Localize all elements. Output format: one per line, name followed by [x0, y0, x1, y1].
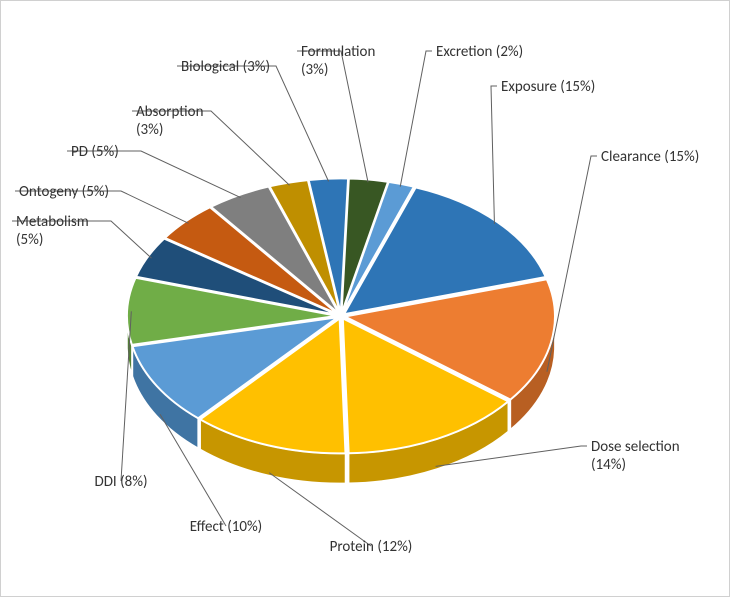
label-biological: Biological (3%) — [181, 58, 270, 76]
label-protein: Protein (12%) — [330, 538, 413, 556]
label-absorption: Absorption(3%) — [136, 103, 203, 139]
label-pd: PD (5%) — [71, 143, 119, 161]
leader-line — [177, 66, 329, 181]
leader-line — [121, 311, 131, 481]
pie-tops — [127, 178, 555, 453]
leader-line — [491, 86, 497, 224]
leader-line — [400, 51, 432, 187]
label-excretion: Excretion (2%) — [436, 43, 523, 61]
label-dose-selection: Dose selection(14%) — [591, 438, 680, 474]
label-metabolism: Metabolism(5%) — [16, 213, 89, 249]
label-effect: Effect (10%) — [190, 518, 262, 536]
pie-chart: Exposure (15%) Clearance (15%) Dose select… — [1, 1, 730, 598]
label-clearance: Clearance (15%) — [601, 148, 699, 166]
label-ddi: DDI (8%) — [94, 473, 147, 491]
chart-container: Exposure (15%) Clearance (15%) Dose select… — [0, 0, 730, 597]
label-formulation: Formulation(3%) — [301, 43, 375, 79]
label-ontogeny: Ontogeny (5%) — [19, 183, 109, 201]
label-exposure: Exposure (15%) — [501, 78, 595, 96]
